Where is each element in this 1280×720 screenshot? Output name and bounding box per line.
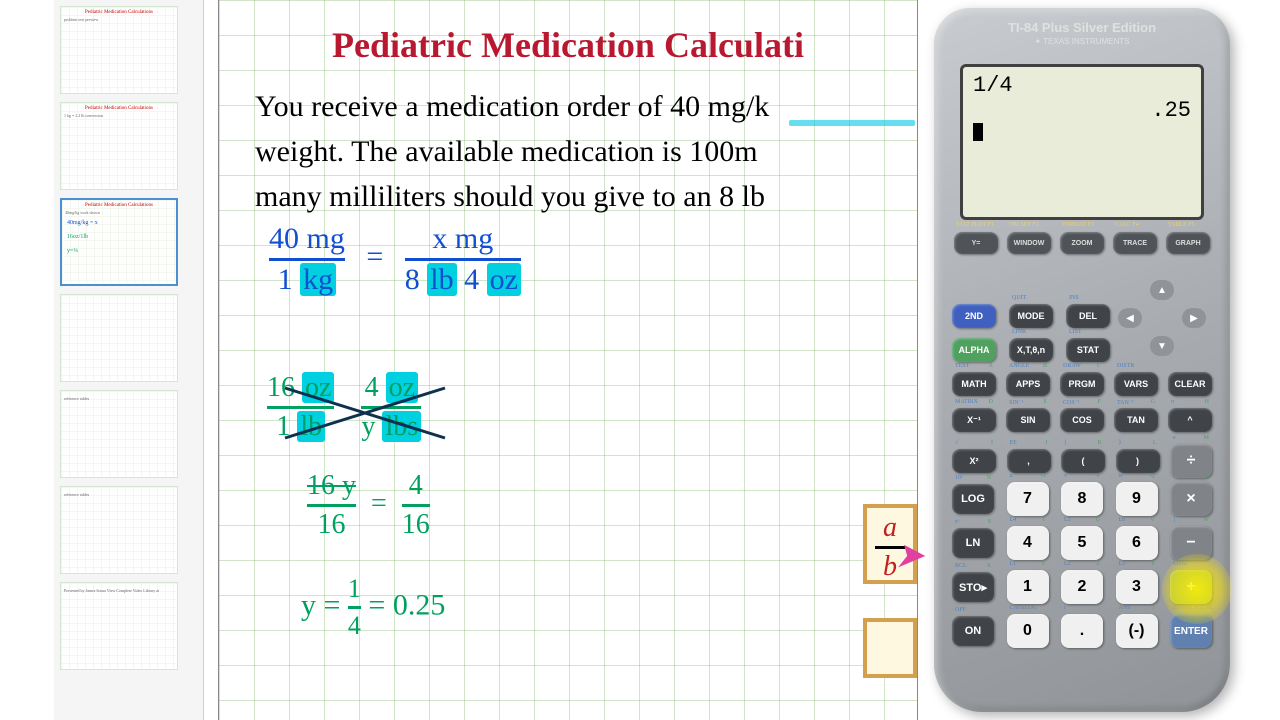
calc-key-[interactable]: ) bbox=[1116, 449, 1160, 473]
dpad-up[interactable]: ▲ bbox=[1150, 280, 1174, 300]
problem-line2: weight. The available medication is 100m bbox=[255, 129, 769, 174]
calc-key-enter[interactable]: ENTER bbox=[1170, 614, 1212, 648]
dpad-left[interactable]: ◀ bbox=[1118, 308, 1142, 328]
calc-key-alpha[interactable]: ALPHA bbox=[952, 338, 996, 362]
calc-key-x[interactable]: X⁻¹ bbox=[952, 408, 996, 432]
calc-key-xtn[interactable]: X,T,θ,n bbox=[1009, 338, 1053, 362]
calc-key-0[interactable]: 0 bbox=[1007, 614, 1049, 648]
calc-brand-text: ✦ TEXAS INSTRUMENTS bbox=[934, 37, 1230, 46]
calc-key-math[interactable]: MATH bbox=[952, 372, 996, 396]
cross-multiply-lines bbox=[275, 378, 485, 448]
screen-result-line: .25 bbox=[973, 98, 1191, 123]
calc-key-clear[interactable]: CLEAR bbox=[1168, 372, 1212, 396]
eq1-right-den: 8 lb 4 oz bbox=[405, 263, 521, 296]
calc-key-prgm[interactable]: PRGM bbox=[1060, 372, 1104, 396]
calc-key-3[interactable]: 3 bbox=[1116, 570, 1158, 604]
problem-line3: many milliliters should you give to an 8… bbox=[255, 174, 769, 219]
calc-key-sto[interactable]: STO▸ bbox=[952, 572, 994, 602]
highlight-underline bbox=[789, 120, 915, 126]
main-slide: Pediatric Medication Calculati You recei… bbox=[218, 0, 918, 720]
calc-key-sin[interactable]: SIN bbox=[1006, 408, 1050, 432]
calc-key-graph[interactable]: GRAPH bbox=[1166, 232, 1210, 254]
calc-key-[interactable]: × bbox=[1170, 482, 1212, 516]
slide-title: Pediatric Medication Calculati bbox=[219, 24, 917, 66]
pink-arrow-icon: ➤ bbox=[896, 536, 923, 574]
calc-key-8[interactable]: 8 bbox=[1061, 482, 1103, 516]
calc-key-9[interactable]: 9 bbox=[1116, 482, 1158, 516]
calc-function-row: STAT PLOT F1Y=TBLSET F2WINDOWFORMAT F3ZO… bbox=[954, 232, 1210, 254]
calc-key-mode[interactable]: MODE bbox=[1009, 304, 1053, 328]
reference-box-2 bbox=[863, 618, 917, 678]
calc-key-4[interactable]: 4 bbox=[1007, 526, 1049, 560]
thumbnail-5[interactable]: reference tables bbox=[60, 390, 178, 478]
thumbnail-7[interactable]: Presented by James Sousa View Complete V… bbox=[60, 582, 178, 670]
problem-line1: You receive a medication order of 40 mg/… bbox=[255, 84, 769, 129]
eq1-left-den: 1 kg bbox=[278, 263, 337, 296]
calc-key-[interactable]: ^ bbox=[1168, 408, 1212, 432]
eq1-left-num: 40 mg bbox=[269, 222, 345, 255]
calc-key-ln[interactable]: LN bbox=[952, 528, 994, 558]
calc-key-5[interactable]: 5 bbox=[1061, 526, 1103, 560]
thumbnail-1[interactable]: Pediatric Medication Calculationsproblem… bbox=[60, 6, 178, 94]
calc-key-zoom[interactable]: ZOOM bbox=[1060, 232, 1104, 254]
calc-key-on[interactable]: ON bbox=[952, 616, 994, 646]
dpad: ▲ ▼ ◀ ▶ bbox=[1116, 282, 1208, 354]
calc-model-text: TI-84 Plus Silver Edition bbox=[934, 20, 1230, 35]
calc-key-del[interactable]: DEL bbox=[1066, 304, 1110, 328]
calc-key-log[interactable]: LOG bbox=[952, 484, 994, 514]
problem-statement: You receive a medication order of 40 mg/… bbox=[255, 84, 769, 219]
calc-key-[interactable]: , bbox=[1007, 449, 1051, 473]
thumbnail-sidebar[interactable]: Pediatric Medication Calculationsproblem… bbox=[54, 0, 204, 720]
dpad-right[interactable]: ▶ bbox=[1182, 308, 1206, 328]
eq3-ld: 16 bbox=[318, 509, 346, 540]
calc-key-1[interactable]: 1 bbox=[1007, 570, 1049, 604]
calc-key-stat[interactable]: STAT bbox=[1066, 338, 1110, 362]
calc-key-[interactable]: + bbox=[1170, 570, 1212, 604]
calc-key-2[interactable]: 2 bbox=[1061, 570, 1103, 604]
eq1-right-num: x mg bbox=[432, 222, 493, 255]
screen-input-line: 1/4 bbox=[973, 73, 1191, 98]
thumbnail-3[interactable]: Pediatric Medication Calculations40mg/kg… bbox=[60, 198, 178, 286]
calculator-screen: 1/4 .25 bbox=[960, 64, 1204, 220]
calc-key-6[interactable]: 6 bbox=[1116, 526, 1158, 560]
eq3-rd: 16 bbox=[402, 509, 430, 540]
calc-key-trace[interactable]: TRACE bbox=[1113, 232, 1157, 254]
calc-key-2nd[interactable]: 2ND bbox=[952, 304, 996, 328]
equation-proportion-1: 40 mg1 kg = x mg8 lb 4 oz bbox=[269, 222, 521, 297]
calc-key-x[interactable]: X² bbox=[952, 449, 996, 473]
thumbnail-2[interactable]: Pediatric Medication Calculations1 kg = … bbox=[60, 102, 178, 190]
thumbnail-4[interactable] bbox=[60, 294, 178, 382]
calc-key-window[interactable]: WINDOW bbox=[1007, 232, 1051, 254]
calc-key-apps[interactable]: APPS bbox=[1006, 372, 1050, 396]
calc-key-[interactable]: . bbox=[1061, 614, 1103, 648]
calc-key-y[interactable]: Y= bbox=[954, 232, 998, 254]
calc-key-cos[interactable]: COS bbox=[1060, 408, 1104, 432]
dpad-down[interactable]: ▼ bbox=[1150, 336, 1174, 356]
equation-result: y = 14 = 0.25 bbox=[301, 574, 445, 641]
calculator-header: TI-84 Plus Silver Edition ✦ TEXAS INSTRU… bbox=[934, 20, 1230, 46]
calc-key-vars[interactable]: VARS bbox=[1114, 372, 1158, 396]
eq3-rn: 4 bbox=[409, 470, 423, 501]
calc-key-[interactable]: (-) bbox=[1116, 614, 1158, 648]
calc-key-[interactable]: ( bbox=[1061, 449, 1105, 473]
calc-key-7[interactable]: 7 bbox=[1007, 482, 1049, 516]
thumbnail-6[interactable]: reference tables bbox=[60, 486, 178, 574]
calc-key-[interactable]: − bbox=[1170, 526, 1212, 560]
calc-key-tan[interactable]: TAN bbox=[1114, 408, 1158, 432]
eq3-ln: 16 y bbox=[307, 470, 356, 501]
calculator: TI-84 Plus Silver Edition ✦ TEXAS INSTRU… bbox=[934, 8, 1230, 712]
screen-cursor bbox=[973, 123, 983, 141]
fraction-reference-box: a b ➤ bbox=[863, 504, 917, 584]
equation-solve-step: 16 y16 = 416 bbox=[307, 470, 430, 541]
